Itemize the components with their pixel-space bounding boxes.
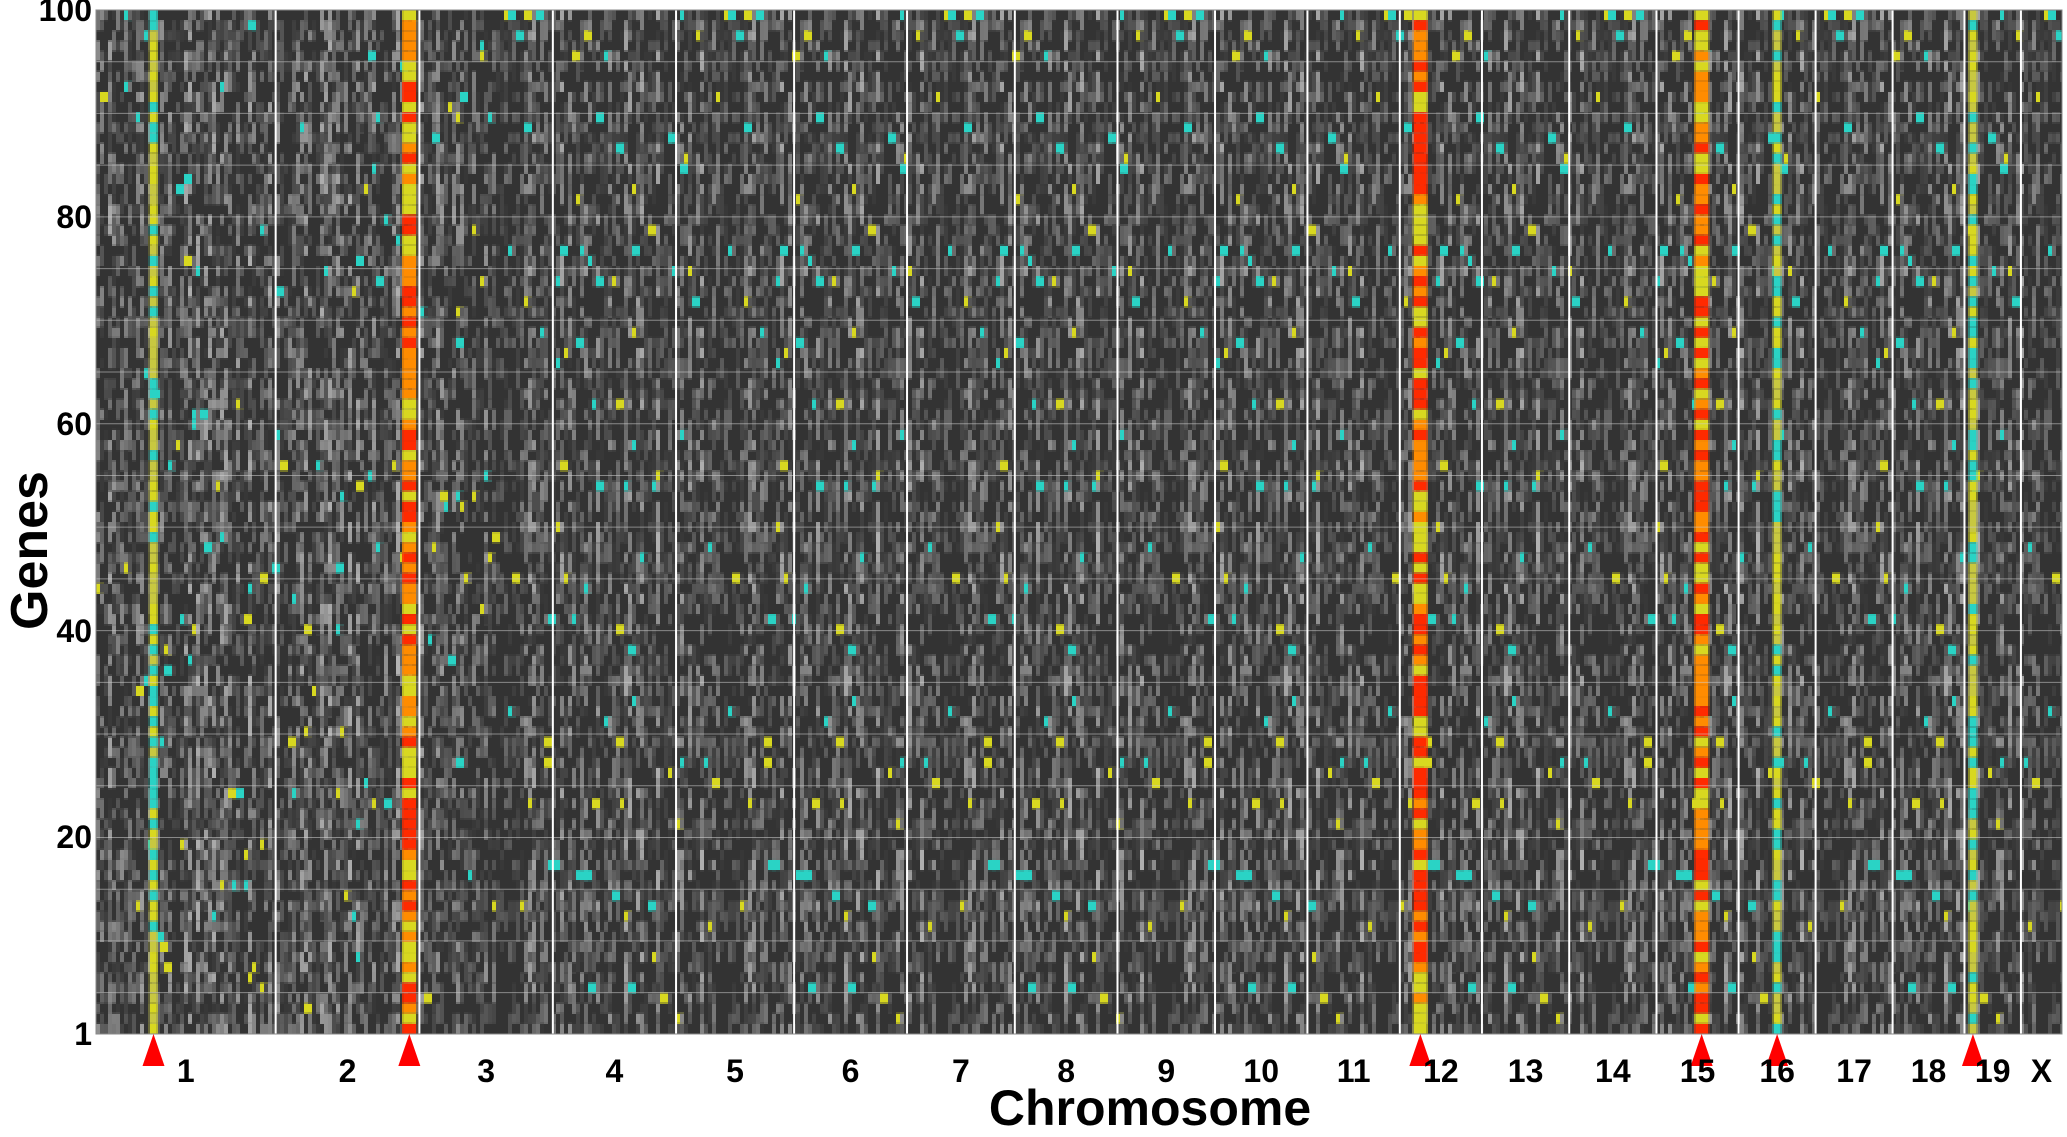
x-axis-label: Chromosome [988,1080,1312,1136]
chromosome-label-11: 11 [1336,1053,1371,1089]
chromosome-label-15: 15 [1679,1053,1716,1089]
y-tick-label: 80 [56,198,92,235]
chromosome-label-18: 18 [1910,1053,1947,1089]
chromosome-label-2: 2 [338,1053,357,1089]
y-tick-label: 1 [74,1016,92,1052]
chromosome-label-16: 16 [1759,1053,1795,1089]
chromosome-label-12: 12 [1423,1053,1459,1089]
chromosome-label-14: 14 [1595,1053,1631,1089]
chromosome-label-8: 8 [1057,1053,1076,1089]
chromosome-label-4: 4 [605,1053,624,1089]
plot-frame [95,9,2063,1035]
chromosome-label-19: 19 [1974,1053,2011,1089]
y-tick-label: 20 [56,819,92,856]
chromosome-label-7: 7 [952,1053,970,1089]
hotspot-arrow-19 [1961,1034,1984,1066]
chromosome-label-1: 1 [176,1053,195,1089]
hotspot-arrow-2 [398,1034,421,1066]
hotspot-arrow-16 [1766,1034,1789,1066]
y-tick-label: 60 [56,405,92,442]
heatmap-canvas [96,10,2062,1034]
chromosome-label-10: 10 [1243,1053,1280,1089]
y-tick-label: 100 [38,0,92,28]
chromosome-label-9: 9 [1157,1053,1176,1089]
hotspot-arrow-12 [1409,1034,1432,1066]
chromosome-label-13: 13 [1507,1053,1544,1089]
chromosome-label-5: 5 [726,1053,744,1089]
chromosome-label-17: 17 [1836,1053,1872,1089]
hotspot-arrow-1 [142,1034,165,1066]
y-tick-label: 40 [56,612,92,649]
hotspot-arrow-15 [1690,1034,1713,1066]
chromosome-label-3: 3 [477,1053,496,1089]
chromosome-label-6: 6 [841,1053,860,1089]
chromosome-label-X: X [2030,1053,2053,1089]
